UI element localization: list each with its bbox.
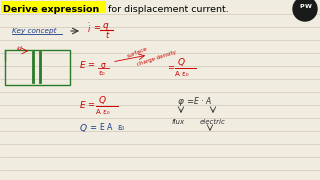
Text: E A: E A [100, 123, 112, 132]
Text: id: id [17, 46, 23, 51]
Bar [5, 50, 70, 85]
Text: Derive expression: Derive expression [3, 4, 99, 14]
Text: =: = [87, 60, 94, 69]
Text: φ: φ [178, 98, 184, 107]
Text: ε₀: ε₀ [118, 123, 125, 132]
Text: surface: surface [126, 46, 148, 58]
Text: E · A: E · A [194, 98, 211, 107]
Circle shape [293, 0, 317, 21]
Text: E: E [80, 60, 86, 69]
Text: Q: Q [99, 96, 106, 105]
Text: t: t [105, 31, 108, 40]
Text: A ε₀: A ε₀ [96, 109, 110, 115]
Text: =: = [93, 24, 100, 33]
Text: A ε₀: A ε₀ [175, 71, 188, 77]
Text: flux: flux [172, 119, 185, 125]
Text: Key concept: Key concept [12, 28, 57, 34]
Text: Q: Q [178, 58, 185, 68]
Text: ε₀: ε₀ [99, 70, 105, 76]
Text: Q: Q [80, 123, 87, 132]
Bar [1, 1, 106, 13]
Text: =: = [87, 100, 94, 109]
Text: =: = [167, 64, 174, 73]
Text: W: W [305, 4, 311, 10]
Text: σ: σ [100, 60, 105, 69]
Text: P: P [300, 4, 304, 10]
Text: E: E [80, 100, 86, 109]
Text: =: = [186, 98, 193, 107]
Text: =: = [89, 123, 96, 132]
Text: for displacement current.: for displacement current. [108, 4, 229, 14]
Text: q: q [103, 21, 109, 30]
Text: charge density: charge density [136, 49, 176, 67]
Text: $\dot{i}$: $\dot{i}$ [87, 21, 91, 35]
Text: electric: electric [200, 119, 226, 125]
